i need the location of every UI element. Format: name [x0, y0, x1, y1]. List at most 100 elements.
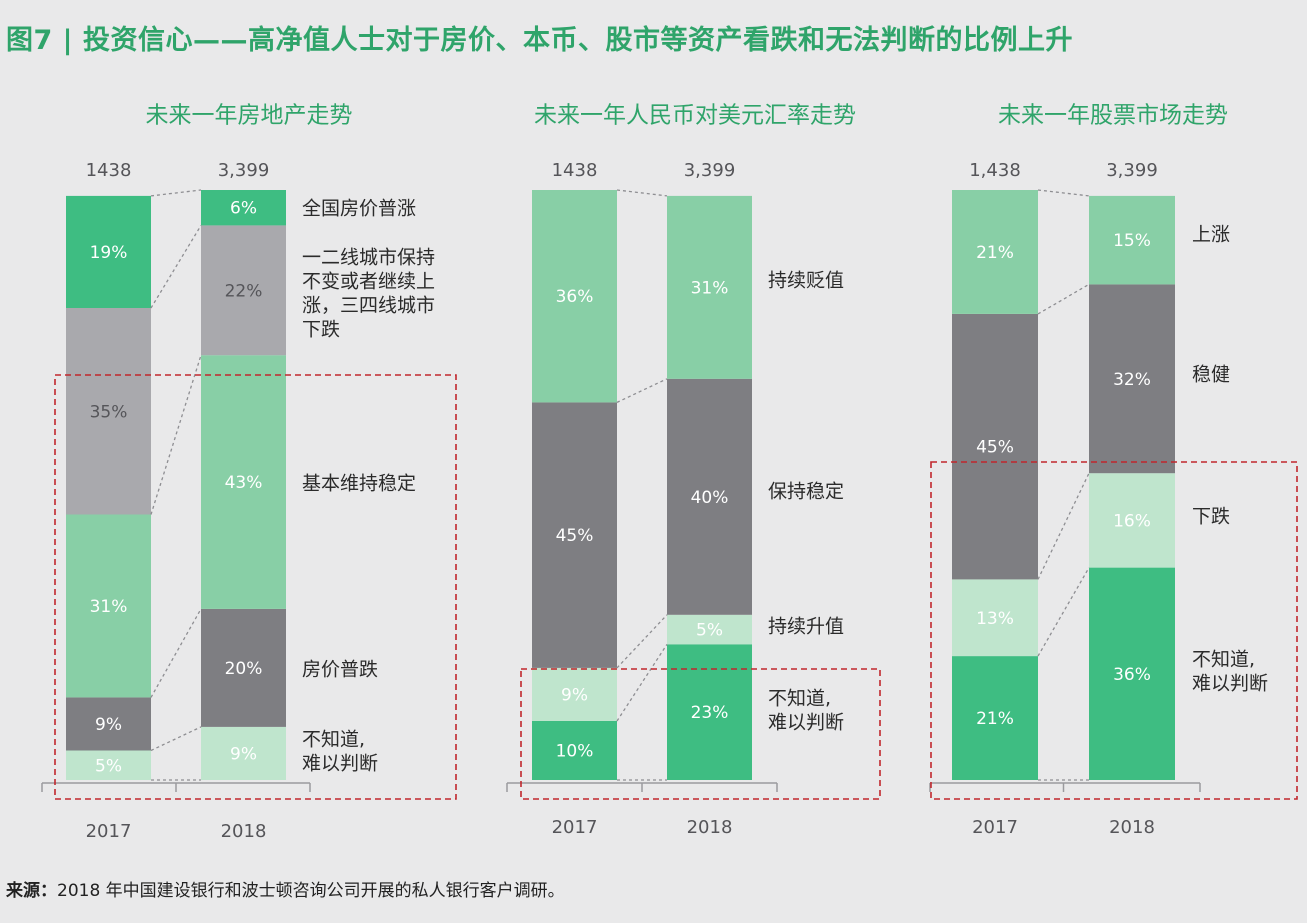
sample-size: 1,438	[969, 160, 1021, 181]
connector-line	[1037, 567, 1090, 657]
x-tick-label: 2017	[972, 817, 1018, 838]
data-label: 45%	[976, 438, 1014, 458]
data-label: 32%	[1113, 370, 1151, 390]
bar-segment	[1089, 195, 1175, 285]
data-label: 45%	[556, 526, 594, 546]
bar-segment	[66, 195, 151, 308]
figure-title: 图7 | 投资信心——高净值人士对于房价、本币、股市等资产看跌和无法判断的比例上…	[6, 25, 1073, 56]
x-tick-label: 2017	[552, 817, 598, 838]
chart-panel-1: 未来一年房地产走势 5% 9% 9% 20% 31% 43% 35% 22% 19% 6% 1438 3…	[41, 103, 457, 842]
highlight-box	[930, 461, 1298, 800]
series-label: 持续贬值	[768, 270, 844, 292]
series-label: 难以判断	[1192, 673, 1268, 695]
connector-line	[150, 225, 202, 309]
data-label: 9%	[561, 685, 588, 705]
series-label: 基本维持稳定	[302, 473, 416, 495]
connector-line	[616, 614, 668, 669]
data-label: 36%	[556, 287, 594, 307]
bar-segment	[66, 697, 151, 751]
connector-line	[616, 378, 668, 403]
connector-line	[150, 189, 202, 197]
x-tick-label: 2018	[1109, 817, 1155, 838]
panel-title: 未来一年房地产走势	[146, 103, 353, 129]
series-label: 上涨	[1192, 224, 1230, 246]
series-label: 涨，三四线城市	[302, 295, 435, 317]
data-label: 21%	[976, 243, 1014, 263]
data-label: 9%	[95, 715, 122, 735]
connector-line	[150, 355, 202, 515]
series-label: 不知道,	[302, 729, 365, 751]
series-label: 持续升值	[768, 616, 844, 638]
series-label: 稳健	[1192, 364, 1230, 386]
bar-segment	[66, 308, 151, 515]
data-label: 22%	[225, 281, 263, 301]
data-label: 15%	[1113, 231, 1151, 251]
bar-segment	[952, 656, 1038, 780]
bar-segment	[1089, 567, 1175, 780]
bar-segment	[952, 190, 1038, 314]
series-label: 不变或者继续上	[302, 271, 435, 293]
source-text: 2018 年中国建设银行和波士顿咨询公司开展的私人银行客户调研。	[57, 881, 565, 901]
series-label: 难以判断	[302, 753, 378, 775]
data-label: 43%	[225, 473, 263, 493]
bar-segment	[201, 225, 286, 356]
sample-size: 1438	[552, 160, 598, 181]
panel-title: 未来一年股票市场走势	[998, 103, 1228, 129]
bar-segment	[667, 195, 752, 379]
data-label: 23%	[691, 703, 729, 723]
data-label: 5%	[95, 756, 122, 776]
bar-segment	[952, 313, 1038, 580]
series-label: 难以判断	[768, 712, 844, 734]
data-label: 9%	[230, 744, 257, 764]
series-label: 保持稳定	[768, 481, 844, 503]
sample-size: 3,399	[1106, 160, 1158, 181]
connector-line	[1037, 283, 1090, 315]
sample-size: 1438	[86, 160, 132, 181]
series-label: 下跌	[302, 319, 340, 341]
bar-segment	[66, 750, 151, 780]
connector-line	[1037, 189, 1090, 197]
data-label: 20%	[225, 659, 263, 679]
source-note: 来源：2018 年中国建设银行和波士顿咨询公司开展的私人银行客户调研。	[6, 876, 565, 901]
x-tick-label: 2018	[687, 817, 733, 838]
bar-segment	[952, 579, 1038, 657]
series-label: 全国房价普涨	[302, 198, 416, 220]
series-label: 不知道,	[768, 688, 831, 710]
highlight-box	[520, 668, 881, 800]
data-label: 10%	[556, 742, 594, 762]
data-label: 21%	[976, 709, 1014, 729]
data-label: 13%	[976, 609, 1014, 629]
bar-segment	[201, 355, 286, 609]
sample-size: 3,399	[218, 160, 270, 181]
bar-segment	[1089, 473, 1175, 568]
series-label: 房价普跌	[302, 659, 378, 681]
bar-segment	[532, 190, 617, 403]
x-tick-label: 2017	[86, 821, 132, 842]
bar-segment	[201, 726, 286, 780]
bar-segment	[201, 608, 286, 727]
bar-segment	[532, 721, 617, 780]
connector-line	[616, 189, 668, 197]
sample-size: 3,399	[684, 160, 736, 181]
data-label: 36%	[1113, 665, 1151, 685]
bar-segment	[201, 190, 286, 226]
bar-segment	[667, 644, 752, 780]
data-label: 19%	[90, 243, 128, 263]
bar-segment	[667, 614, 752, 645]
panel-title: 未来一年人民币对美元汇率走势	[534, 103, 856, 129]
connector-line	[150, 608, 202, 698]
data-label: 5%	[696, 621, 723, 641]
source-label: 来源：	[6, 881, 57, 901]
connector-line	[1037, 472, 1090, 580]
bar-segment	[1089, 284, 1175, 474]
data-label: 40%	[691, 488, 729, 508]
data-label: 6%	[230, 199, 257, 219]
data-label: 16%	[1113, 511, 1151, 531]
x-tick-label: 2018	[221, 821, 267, 842]
data-label: 31%	[691, 278, 729, 298]
bar-segment	[667, 378, 752, 615]
bar-segment	[66, 514, 151, 698]
series-label: 不知道,	[1192, 649, 1255, 671]
data-label: 31%	[90, 597, 128, 617]
